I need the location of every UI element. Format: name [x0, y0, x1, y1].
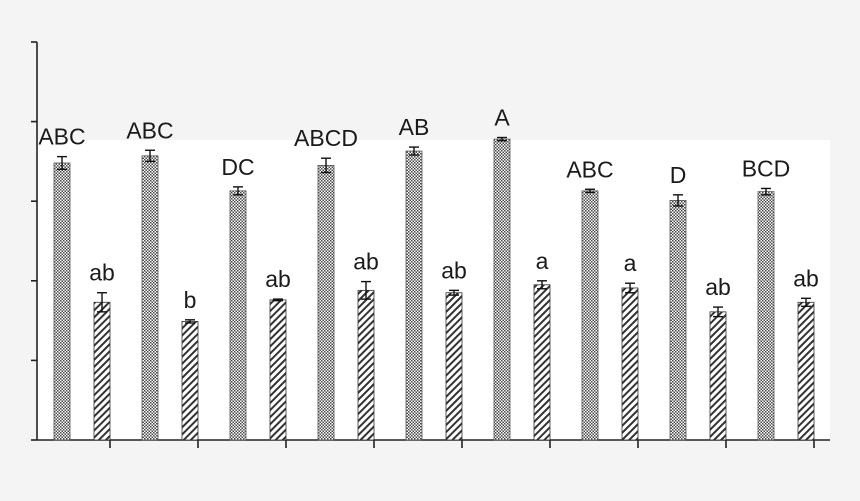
bar-crosshatch [229, 190, 247, 441]
bar-crosshatch [493, 138, 511, 441]
significance-label: a [624, 250, 637, 276]
bar-crosshatch [669, 200, 687, 441]
significance-label: ab [705, 274, 731, 300]
bar-diagonal [269, 299, 287, 441]
bar-crosshatch [581, 190, 599, 441]
bar-crosshatch [53, 162, 71, 441]
bar-diagonal [533, 284, 551, 441]
significance-label: a [536, 248, 549, 274]
bar-diagonal [181, 320, 199, 441]
plot-area [36, 140, 830, 440]
significance-label: ABC [38, 124, 85, 150]
bar-diagonal [797, 301, 815, 441]
significance-label: DC [221, 154, 254, 180]
bar-diagonal [709, 311, 727, 441]
bar-diagonal [621, 287, 639, 441]
bar-crosshatch [405, 150, 423, 441]
bar-crosshatch [317, 164, 335, 441]
bar-diagonal [445, 292, 463, 441]
bar-diagonal [357, 289, 375, 441]
bar-crosshatch [757, 191, 775, 441]
significance-label: ab [441, 257, 467, 283]
significance-label: AB [399, 114, 430, 140]
significance-label: ab [89, 260, 115, 286]
significance-label: BCD [742, 155, 791, 181]
bar-crosshatch [141, 155, 159, 441]
significance-label: ABCD [294, 125, 358, 151]
significance-label: ab [793, 265, 819, 291]
significance-label: D [670, 162, 687, 188]
significance-label: b [184, 287, 197, 313]
significance-label: ABC [126, 117, 173, 143]
significance-label: ab [265, 266, 291, 292]
significance-label: A [494, 105, 510, 131]
bar-diagonal [93, 301, 111, 441]
significance-label: ABC [566, 156, 613, 182]
significance-label: ab [353, 249, 379, 275]
